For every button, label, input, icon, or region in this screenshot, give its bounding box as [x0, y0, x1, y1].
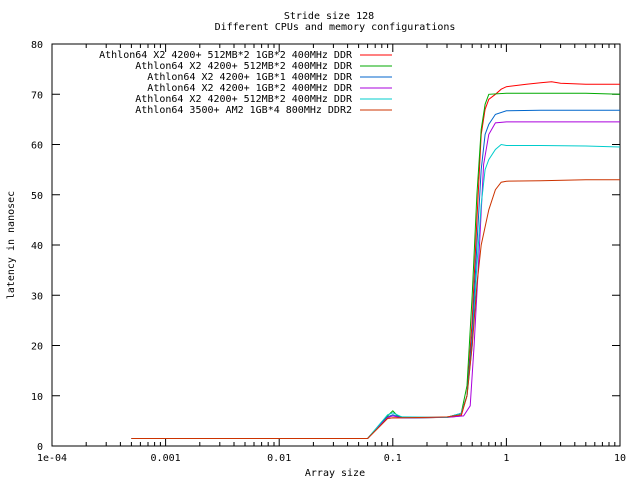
legend-entry-label: Athlon64 X2 4200+ 512MB*2 1GB*2 400MHz D… — [99, 50, 353, 61]
x-tick-label: 0.1 — [384, 453, 402, 464]
x-tick-label: 10 — [614, 453, 626, 464]
series-line — [131, 143, 621, 439]
series-line — [131, 121, 620, 439]
x-tick-label: 1 — [503, 453, 509, 464]
y-tick-label: 70 — [31, 90, 43, 101]
series-line — [131, 81, 620, 439]
series-line — [131, 179, 620, 439]
y-tick-label: 20 — [31, 342, 43, 353]
x-tick-label: 0.01 — [267, 453, 291, 464]
x-tick-label: 1e-04 — [37, 453, 67, 464]
legend-entry-label: Athlon64 X2 4200+ 512MB*2 400MHz DDR — [135, 94, 353, 105]
legend: Athlon64 X2 4200+ 512MB*2 1GB*2 400MHz D… — [99, 50, 392, 116]
legend-entry-label: Athlon64 X2 4200+ 1GB*1 400MHz DDR — [147, 72, 353, 83]
y-tick-label: 50 — [31, 191, 43, 202]
x-axis-label: Array size — [305, 468, 365, 479]
chart-subtitle: Different CPUs and memory configurations — [215, 22, 456, 33]
y-axis-label: latency in nanosec — [6, 191, 17, 299]
x-axis: 1e-04 0.001 0.01 0.1 1 10 — [37, 44, 626, 464]
y-tick-label: 30 — [31, 291, 43, 302]
series-lines — [131, 81, 621, 439]
legend-entry-label: Athlon64 3500+ AM2 1GB*4 800MHz DDR2 — [135, 105, 352, 116]
legend-entry-label: Athlon64 X2 4200+ 512MB*2 400MHz DDR — [135, 61, 353, 72]
y-tick-label: 60 — [31, 141, 43, 152]
y-tick-label: 80 — [31, 40, 43, 51]
y-tick-label: 40 — [31, 241, 43, 252]
legend-entry-label: Athlon64 X2 4200+ 1GB*2 400MHz DDR — [147, 83, 353, 94]
y-tick-label: 0 — [37, 442, 43, 453]
chart-title: Stride size 128 — [284, 11, 374, 22]
x-tick-label: 0.001 — [151, 453, 181, 464]
y-axis: 0 10 20 30 40 50 60 70 80 — [31, 40, 620, 453]
series-line — [131, 109, 620, 439]
series-line — [131, 92, 621, 439]
y-tick-label: 10 — [31, 392, 43, 403]
